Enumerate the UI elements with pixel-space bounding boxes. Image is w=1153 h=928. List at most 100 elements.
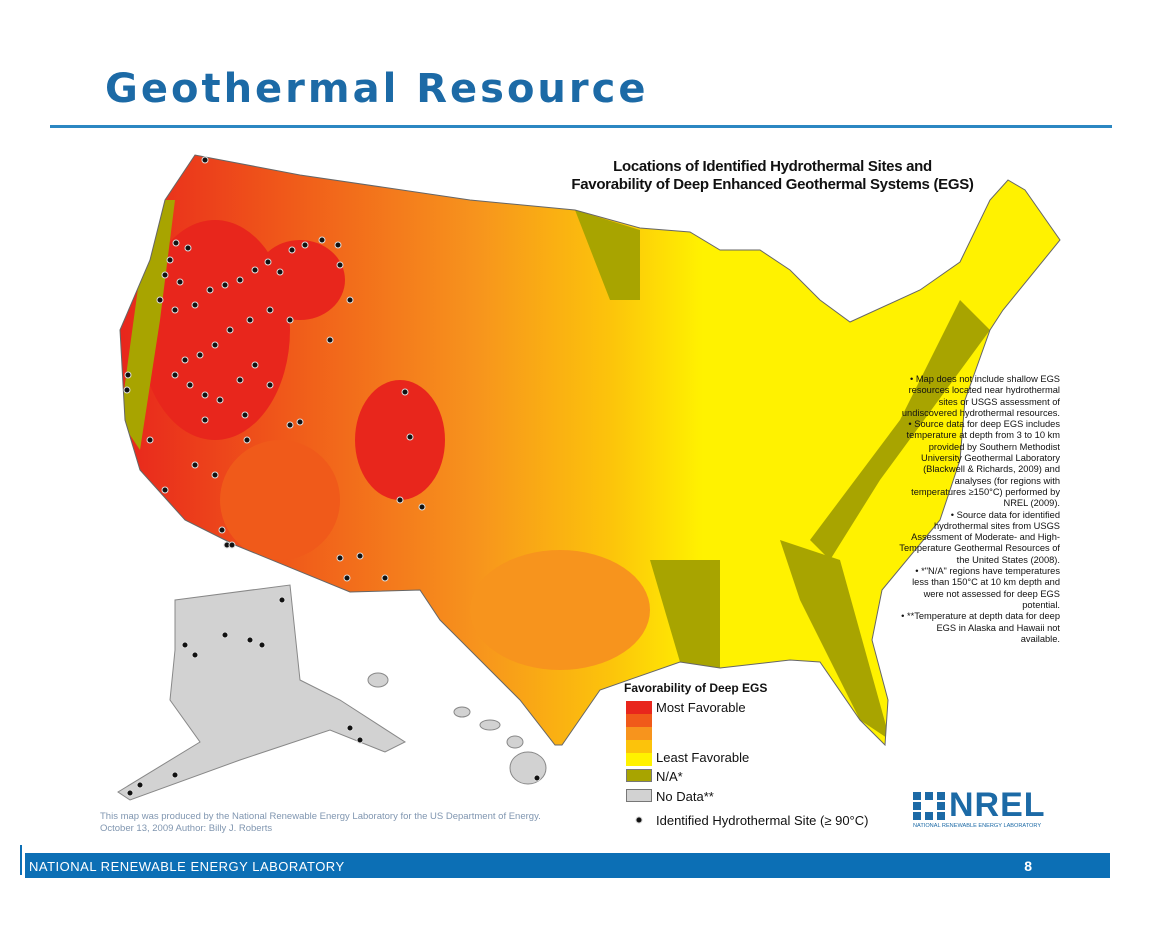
site-dot: [211, 471, 219, 479]
site-dot: [266, 381, 274, 389]
site-dot: [533, 774, 541, 782]
note: Map does not include shallow EGS resourc…: [898, 374, 1060, 419]
site-dot: [288, 246, 296, 254]
site-dot: [186, 381, 194, 389]
legend-label: N/A*: [656, 769, 683, 784]
site-dot: [228, 541, 236, 549]
site-dot: [201, 156, 209, 164]
slide-title: Geothermal Resource: [105, 66, 649, 112]
site-dot: [136, 781, 144, 789]
site-dot: [286, 316, 294, 324]
island: [506, 735, 524, 749]
island: [509, 751, 547, 785]
credit-line: This map was produced by the National Re…: [100, 811, 541, 822]
site-dot: [318, 236, 326, 244]
map-title-line: Favorability of Deep Enhanced Geothermal…: [571, 176, 974, 193]
site-dot: [278, 596, 286, 604]
alaska: [117, 584, 407, 801]
site-dot: [336, 554, 344, 562]
site-dot: [171, 371, 179, 379]
site-dot: [246, 316, 254, 324]
island: [453, 706, 471, 718]
legend: Favorability of Deep EGS Most Favorable …: [624, 681, 868, 828]
legend-label: Identified Hydrothermal Site (≥ 90°C): [656, 813, 869, 828]
legend-swatch: [626, 789, 652, 802]
site-dot: [191, 651, 199, 659]
zone: [255, 240, 345, 320]
site-dot: [156, 296, 164, 304]
site-dot: [221, 281, 229, 289]
site-dot: [181, 356, 189, 364]
site-dot: [166, 256, 174, 264]
logo-icon: [913, 792, 945, 820]
site-dot: [191, 301, 199, 309]
zone: [120, 200, 175, 450]
site-dot: [181, 641, 189, 649]
site-dot: [236, 376, 244, 384]
legend-swatch: [626, 769, 652, 782]
site-dot: [258, 641, 266, 649]
zone: [220, 440, 340, 560]
site-dot: [264, 258, 272, 266]
legend-site-icon: [635, 816, 643, 824]
site-dot: [226, 326, 234, 334]
site-dot: [206, 286, 214, 294]
site-dot: [123, 386, 131, 394]
site-dot: [301, 241, 309, 249]
site-dot: [251, 266, 259, 274]
site-dot: [401, 388, 409, 396]
site-dot: [191, 461, 199, 469]
site-dot: [418, 503, 426, 511]
site-dot: [346, 296, 354, 304]
page-number: 8: [1024, 858, 1032, 874]
zone: [575, 210, 640, 300]
site-dot: [396, 496, 404, 504]
logo-grid: [913, 792, 945, 820]
site-dot: [221, 631, 229, 639]
site-dot: [343, 574, 351, 582]
site-dot: [243, 436, 251, 444]
island: [367, 672, 389, 688]
site-dot: [276, 268, 284, 276]
map-credit: This map was produced by the National Re…: [100, 811, 541, 835]
note: Source data for deep EGS includes temper…: [898, 419, 1060, 509]
site-dot: [286, 421, 294, 429]
site-dot: [161, 271, 169, 279]
note: *"N/A" regions have temperatures less th…: [898, 566, 1060, 611]
site-dot: [346, 724, 354, 732]
site-dot: [334, 241, 342, 249]
site-dot: [171, 771, 179, 779]
footer-bar: NATIONAL RENEWABLE ENERGY LABORATORY 8: [25, 853, 1110, 878]
site-dot: [356, 552, 364, 560]
zone: [650, 560, 720, 670]
legend-label: Least Favorable: [656, 750, 750, 765]
site-dot: [406, 433, 414, 441]
legend-swatch: [626, 714, 652, 727]
site-dot: [381, 574, 389, 582]
footer-organization: NATIONAL RENEWABLE ENERGY LABORATORY: [29, 859, 345, 874]
zone: [780, 540, 890, 740]
favorability-zones: [120, 200, 990, 740]
logo-name: NREL: [949, 786, 1046, 824]
site-dot: [172, 239, 180, 247]
site-dot: [176, 278, 184, 286]
site-dot: [251, 361, 259, 369]
island: [479, 719, 501, 731]
site-dot: [211, 341, 219, 349]
site-dot: [171, 306, 179, 314]
site-dot: [635, 816, 643, 824]
zone: [355, 380, 445, 500]
site-dot: [216, 396, 224, 404]
site-dot: [126, 789, 134, 797]
zone: [140, 220, 290, 440]
site-dot: [241, 411, 249, 419]
legend-swatch: [626, 753, 652, 766]
site-dot: [161, 486, 169, 494]
hydrothermal-sites: [123, 156, 541, 797]
map-notes: Map does not include shallow EGS resourc…: [898, 374, 1060, 645]
legend-label: Most Favorable: [656, 700, 746, 715]
legend-title: Favorability of Deep EGS: [624, 681, 768, 695]
site-dot: [201, 416, 209, 424]
site-dot: [266, 306, 274, 314]
